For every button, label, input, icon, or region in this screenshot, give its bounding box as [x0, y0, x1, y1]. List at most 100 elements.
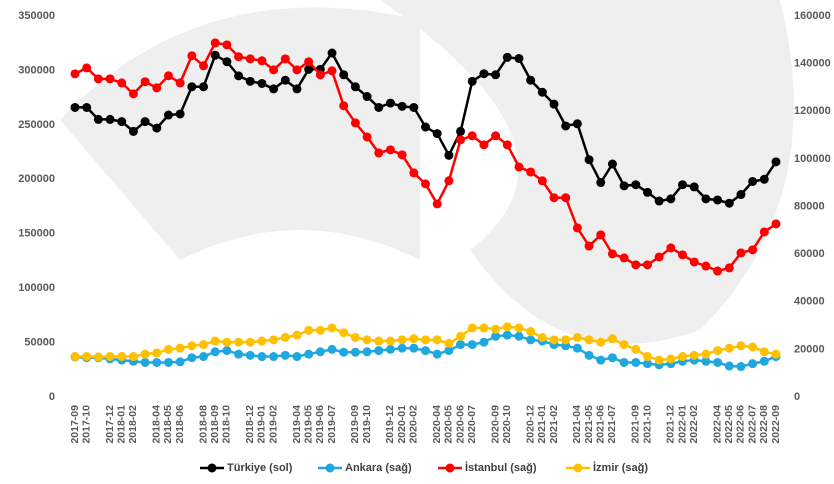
data-point — [385, 344, 395, 354]
x-tick-label: 2020-09 — [489, 405, 501, 444]
data-point — [572, 119, 582, 129]
data-point — [421, 122, 430, 132]
data-point — [187, 353, 197, 363]
x-tick-label: 2018-12 — [244, 405, 256, 444]
data-point — [502, 322, 512, 332]
y2-tick-label: 160000 — [794, 10, 831, 22]
x-tick-label: 2021-09 — [630, 405, 642, 444]
legend-marker — [325, 463, 335, 473]
data-point — [222, 337, 232, 347]
y-tick-label: 250000 — [18, 119, 55, 131]
data-point — [163, 344, 173, 354]
data-point — [70, 102, 80, 112]
data-point — [128, 352, 138, 362]
data-point — [292, 330, 302, 340]
x-tick-label: 2021-07 — [606, 405, 618, 444]
data-point — [642, 260, 652, 270]
data-point — [642, 352, 652, 362]
y-tick-label: 300000 — [18, 64, 55, 76]
data-point — [117, 352, 127, 362]
data-point — [467, 323, 477, 333]
data-point — [257, 352, 267, 362]
data-point — [350, 347, 360, 357]
x-tick-label: 2017-09 — [69, 405, 81, 444]
data-point — [607, 249, 617, 259]
data-point — [444, 338, 454, 348]
data-point — [269, 65, 279, 75]
data-point — [409, 168, 419, 178]
data-point — [280, 54, 290, 64]
data-point — [152, 123, 162, 133]
x-tick-label: 2020-04 — [431, 405, 443, 444]
data-point — [479, 337, 489, 347]
x-tick-label: 2019-06 — [314, 405, 326, 444]
y2-tick-label: 120000 — [794, 105, 831, 117]
data-point — [642, 359, 652, 369]
data-point — [269, 84, 279, 94]
data-point — [713, 357, 723, 367]
legend-label: İstanbul (sağ) — [465, 461, 537, 474]
data-point — [467, 340, 477, 350]
data-point — [572, 332, 582, 342]
data-point — [327, 323, 337, 333]
data-point — [315, 325, 325, 335]
data-point — [327, 66, 337, 76]
data-point — [105, 352, 115, 362]
data-point — [724, 198, 734, 208]
data-point — [736, 190, 746, 200]
data-point — [549, 99, 559, 109]
data-point — [140, 117, 150, 127]
data-point — [385, 145, 395, 155]
data-point — [397, 101, 407, 111]
legend-label: Türkiye (sol) — [227, 462, 293, 474]
data-point — [444, 176, 454, 186]
data-point — [234, 337, 244, 347]
data-point — [234, 349, 244, 359]
data-point — [619, 181, 629, 191]
data-point — [362, 347, 372, 357]
data-point — [210, 336, 220, 346]
data-point — [304, 57, 314, 67]
data-point — [304, 349, 314, 359]
data-point — [596, 178, 606, 188]
data-point — [374, 148, 384, 158]
data-point — [245, 350, 255, 360]
data-point — [257, 336, 267, 346]
x-tick-label: 2019-09 — [349, 405, 361, 444]
data-point — [502, 140, 512, 150]
legend-item: İstanbul (sağ) — [438, 461, 537, 474]
data-point — [245, 54, 255, 64]
data-point — [397, 343, 407, 353]
data-point — [479, 323, 489, 333]
x-tick-label: 2019-02 — [267, 405, 279, 444]
data-point — [421, 179, 430, 189]
data-point — [678, 352, 688, 362]
data-point — [467, 131, 477, 141]
y2-tick-label: 0 — [794, 391, 800, 403]
data-point — [584, 155, 594, 165]
data-point — [175, 109, 185, 119]
x-tick-label: 2019-04 — [291, 405, 303, 444]
data-point — [526, 75, 536, 85]
data-point — [537, 87, 547, 97]
data-point — [315, 70, 325, 80]
data-point — [549, 335, 559, 345]
data-point — [537, 176, 547, 186]
data-point — [631, 344, 641, 354]
data-point — [724, 361, 734, 371]
x-tick-label: 2022-04 — [711, 405, 723, 444]
x-tick-label: 2020-06 — [454, 405, 466, 444]
data-point — [292, 65, 302, 75]
data-point — [385, 336, 395, 346]
data-point — [245, 76, 255, 86]
data-point — [654, 252, 664, 262]
data-point — [456, 135, 466, 145]
data-point — [549, 193, 559, 203]
data-point — [736, 341, 746, 351]
data-point — [748, 359, 758, 369]
data-point — [701, 194, 711, 204]
data-point — [514, 323, 524, 333]
data-point — [491, 331, 501, 341]
data-point — [187, 51, 197, 61]
